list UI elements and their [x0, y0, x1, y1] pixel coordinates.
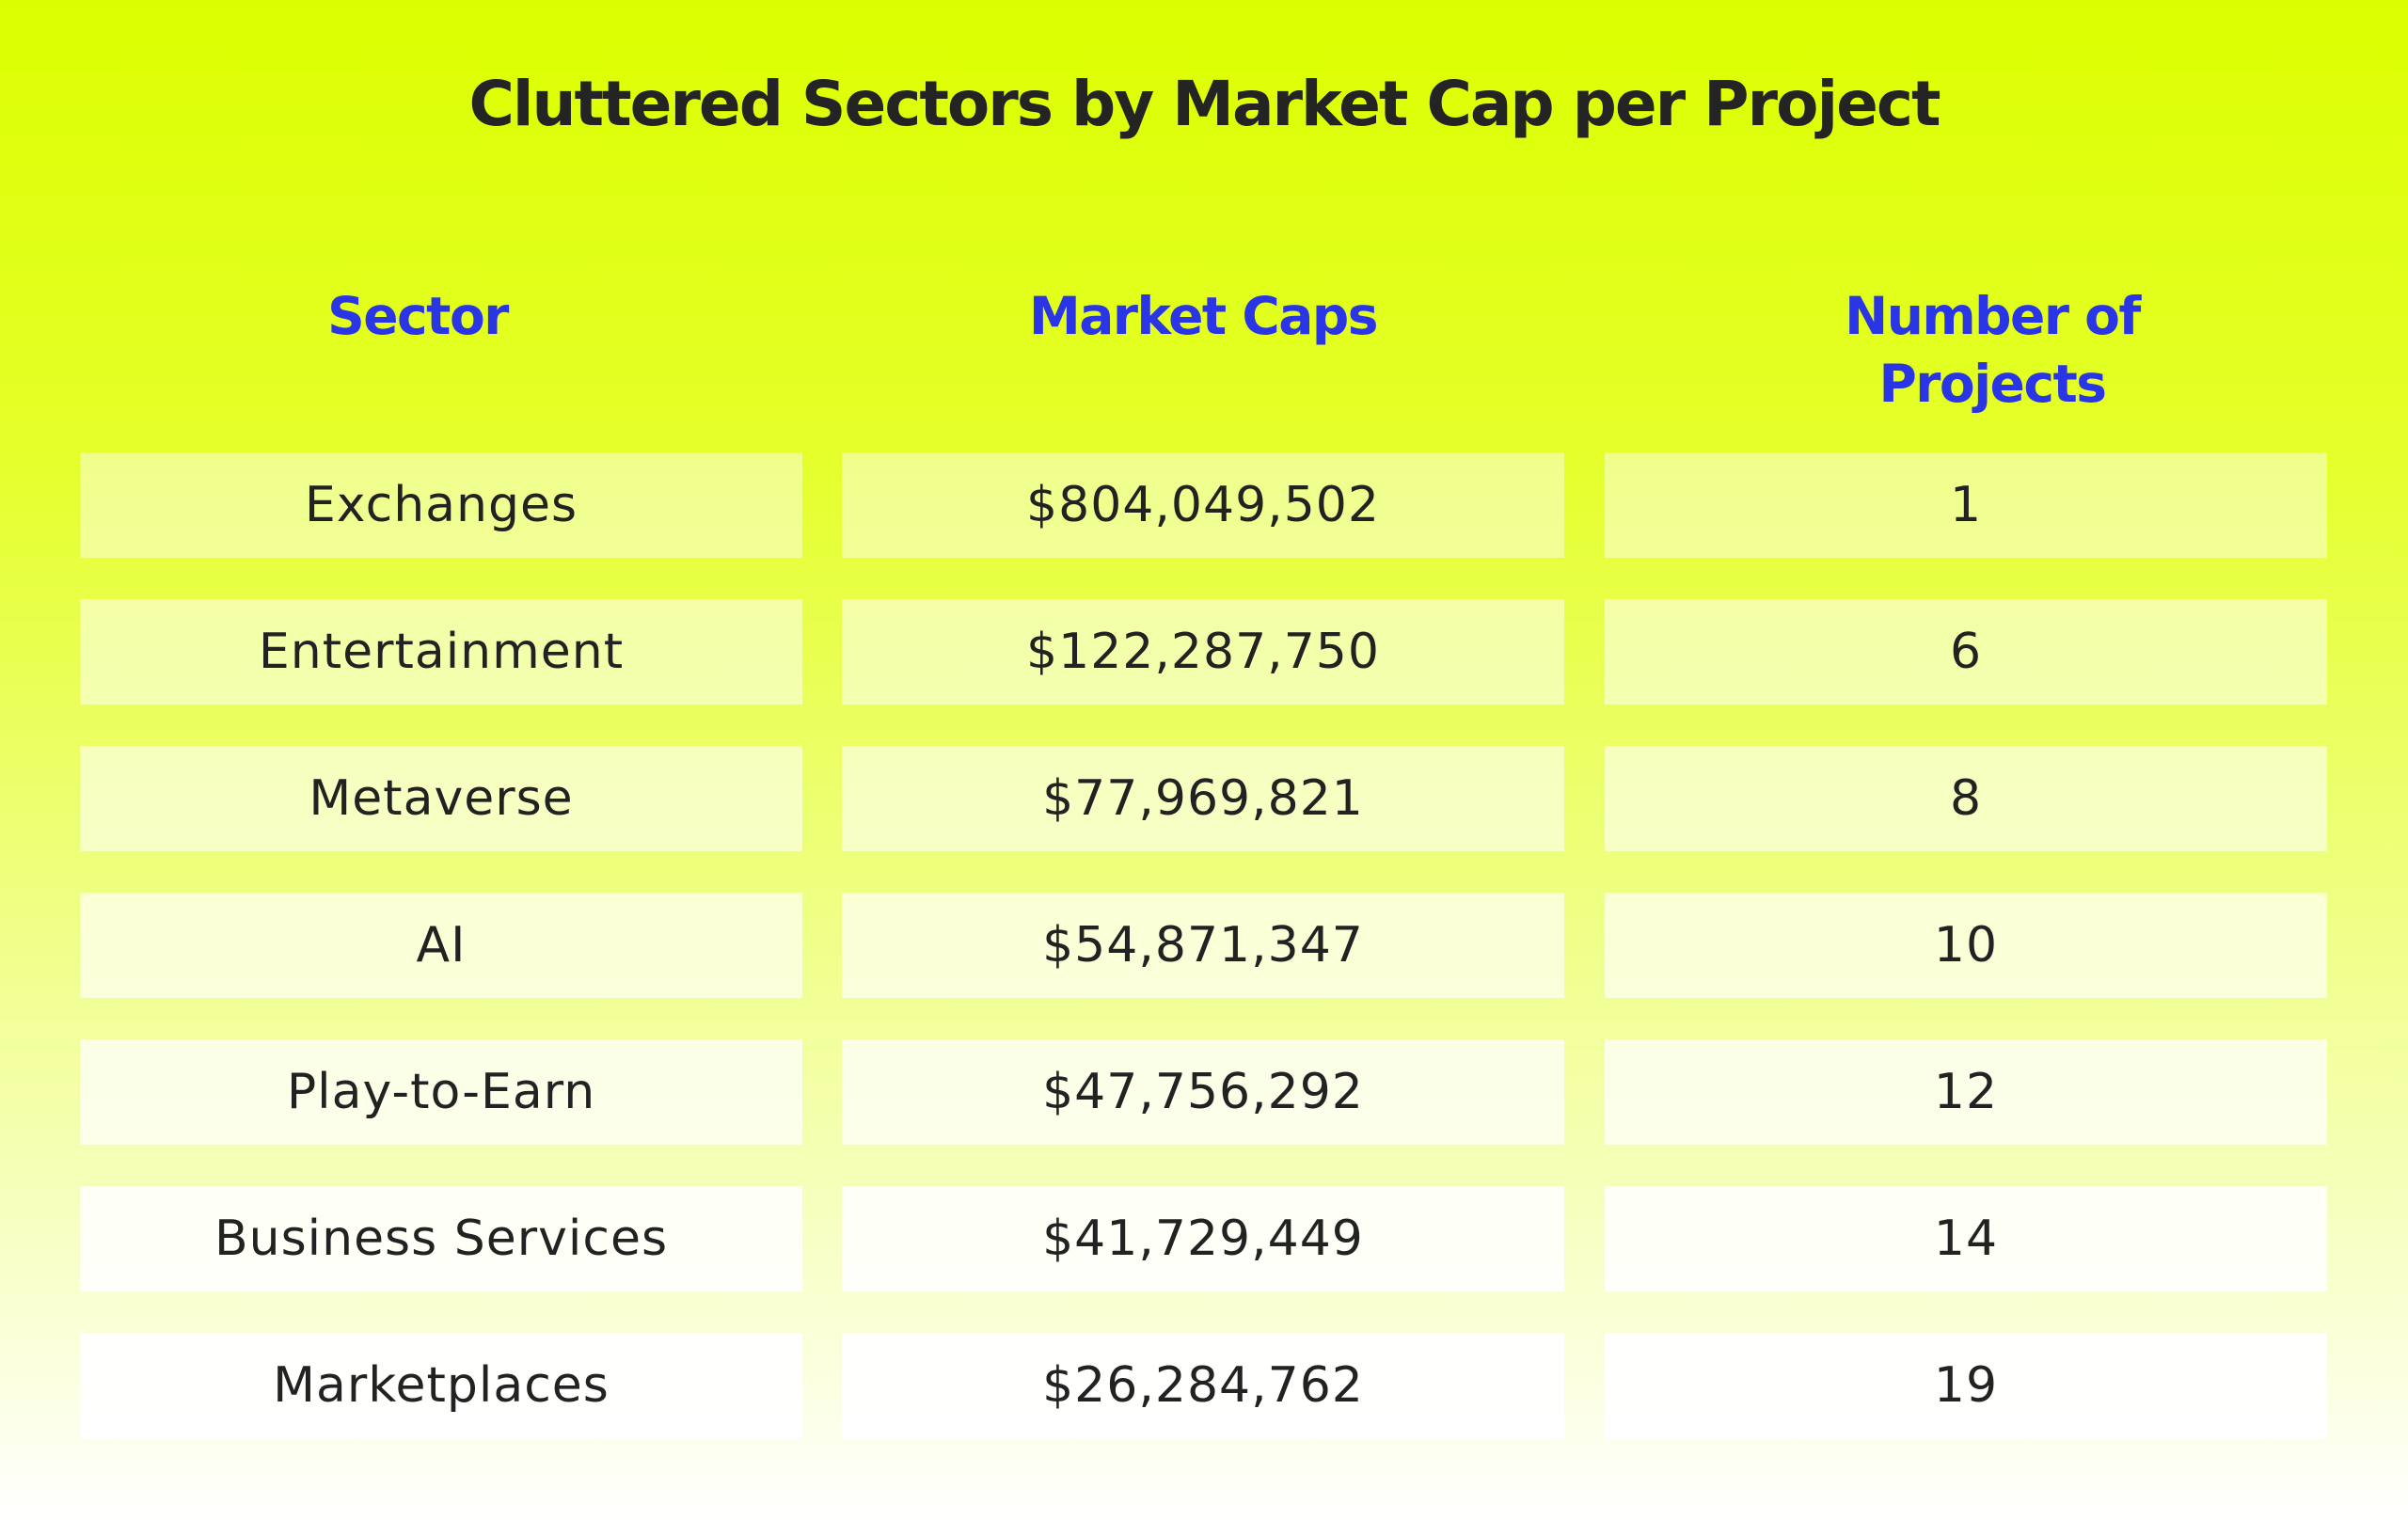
market-cap-cell: $122,287,750 — [842, 599, 1564, 705]
sector-cell: AI — [80, 893, 802, 998]
sector-cell: Exchanges — [80, 452, 802, 558]
market-cap-cell: $41,729,449 — [842, 1186, 1564, 1291]
project-count-cell: 12 — [1605, 1039, 2327, 1145]
sector-cell: Metaverse — [80, 746, 802, 851]
project-count-cell: 8 — [1605, 746, 2327, 851]
project-count-cell: 1 — [1605, 452, 2327, 558]
sector-cell: Entertainment — [80, 599, 802, 705]
market-cap-cell: $77,969,821 — [842, 746, 1564, 851]
sector-cell: Play-to-Earn — [80, 1039, 802, 1145]
project-count-cell: 19 — [1605, 1333, 2327, 1438]
sector-cell: Business Services — [80, 1186, 802, 1291]
project-count-cell: 14 — [1605, 1186, 2327, 1291]
column-header-number-of-projects: Number of Projects — [1845, 286, 2141, 414]
column-header-sector: Sector — [327, 286, 509, 346]
market-cap-cell: $804,049,502 — [842, 452, 1564, 558]
column-header-market-caps: Market Caps — [1029, 286, 1378, 346]
chart-title: Cluttered Sectors by Market Cap per Proj… — [468, 68, 1941, 140]
market-cap-cell: $26,284,762 — [842, 1333, 1564, 1438]
sector-cell: Marketplaces — [80, 1333, 802, 1438]
market-cap-cell: $47,756,292 — [842, 1039, 1564, 1145]
project-count-cell: 10 — [1605, 893, 2327, 998]
market-cap-cell: $54,871,347 — [842, 893, 1564, 998]
project-count-cell: 6 — [1605, 599, 2327, 705]
